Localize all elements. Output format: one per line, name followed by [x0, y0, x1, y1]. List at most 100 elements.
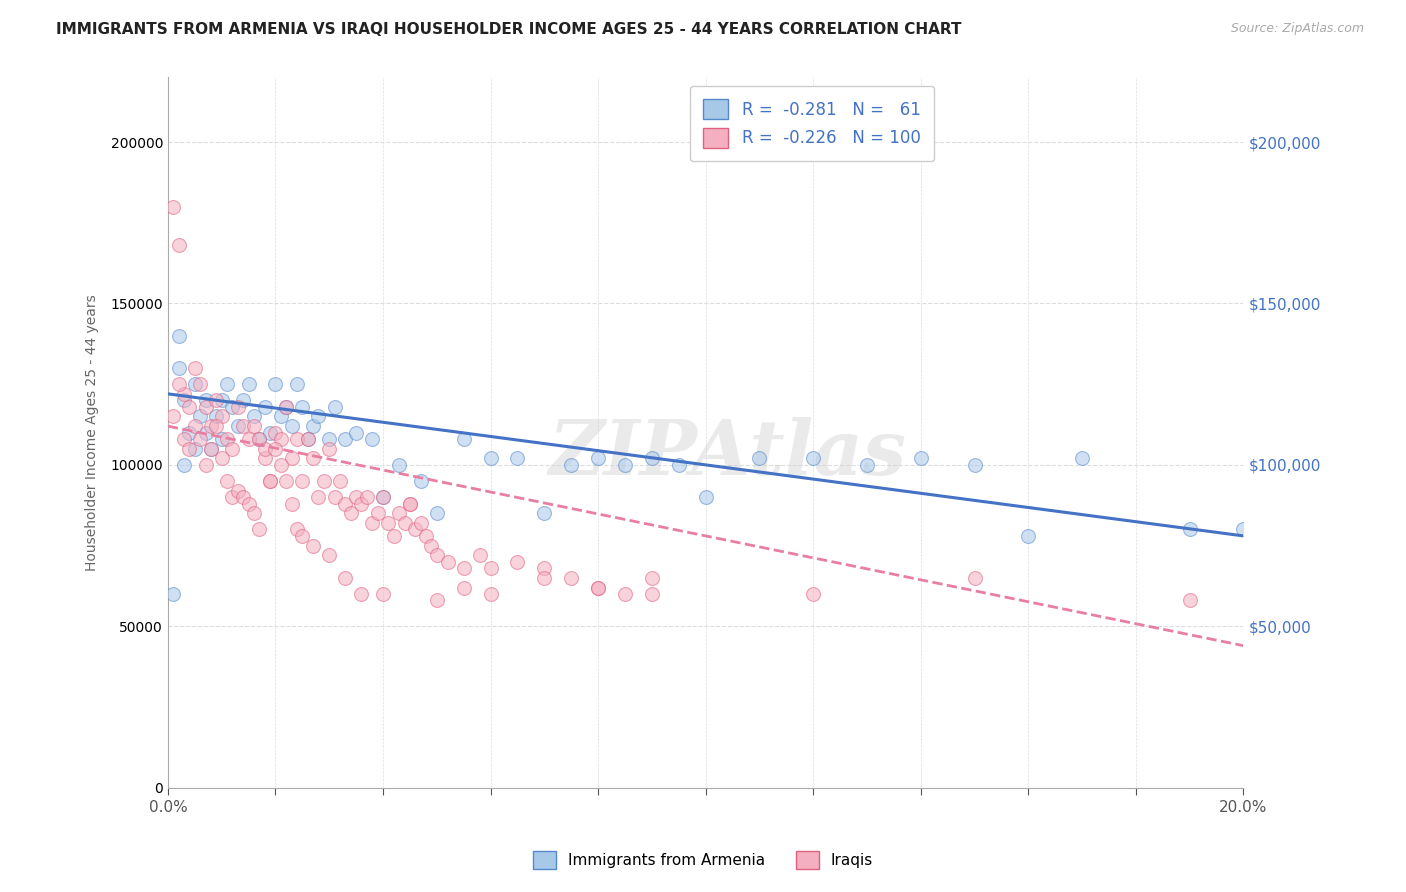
Point: [173, 387, 195, 401]
Point: [194, 458, 217, 472]
Point: [382, 529, 405, 543]
Point: [280, 419, 302, 434]
Point: [453, 581, 475, 595]
Point: [308, 409, 330, 424]
Point: [308, 490, 330, 504]
Point: [238, 432, 260, 446]
Point: [167, 238, 190, 252]
Point: [167, 328, 190, 343]
Point: [226, 400, 249, 414]
Point: [247, 523, 270, 537]
Point: [211, 409, 233, 424]
Point: [211, 393, 233, 408]
Point: [162, 200, 184, 214]
Point: [560, 571, 582, 585]
Point: [344, 425, 367, 440]
Point: [188, 432, 211, 446]
Point: [285, 377, 308, 392]
Point: [226, 483, 249, 498]
Point: [409, 516, 432, 530]
Point: [404, 523, 426, 537]
Point: [173, 432, 195, 446]
Point: [350, 587, 373, 601]
Point: [560, 458, 582, 472]
Point: [243, 506, 266, 520]
Point: [801, 451, 824, 466]
Point: [285, 523, 308, 537]
Point: [479, 451, 502, 466]
Point: [335, 497, 357, 511]
Point: [162, 409, 184, 424]
Point: [232, 393, 254, 408]
Point: [350, 497, 373, 511]
Point: [184, 377, 207, 392]
Point: [426, 593, 449, 607]
Point: [641, 587, 664, 601]
Point: [468, 549, 491, 563]
Point: [801, 587, 824, 601]
Point: [329, 474, 352, 488]
Point: [194, 425, 217, 440]
Point: [436, 555, 458, 569]
Point: [188, 409, 211, 424]
Point: [409, 474, 432, 488]
Point: [276, 400, 298, 414]
Point: [614, 458, 637, 472]
Point: [221, 490, 243, 504]
Point: [302, 419, 325, 434]
Point: [226, 419, 249, 434]
Point: [695, 490, 717, 504]
Point: [194, 400, 217, 414]
Point: [200, 442, 222, 456]
Point: [323, 400, 346, 414]
Point: [184, 361, 207, 376]
Point: [167, 361, 190, 376]
Point: [276, 474, 298, 488]
Point: [291, 474, 314, 488]
Point: [356, 490, 378, 504]
Point: [361, 432, 384, 446]
Point: [188, 377, 211, 392]
Point: [270, 409, 292, 424]
Point: [243, 419, 266, 434]
Point: [162, 587, 184, 601]
Point: [426, 549, 449, 563]
Point: [641, 571, 664, 585]
Point: [270, 432, 292, 446]
Text: ZIPAtlas: ZIPAtlas: [548, 417, 907, 491]
Point: [253, 442, 276, 456]
Point: [479, 561, 502, 575]
Point: [388, 506, 411, 520]
Point: [614, 587, 637, 601]
Point: [377, 516, 399, 530]
Point: [371, 490, 394, 504]
Point: [264, 442, 287, 456]
Point: [221, 400, 243, 414]
Point: [173, 458, 195, 472]
Point: [297, 432, 319, 446]
Point: [205, 393, 228, 408]
Point: [335, 571, 357, 585]
Point: [479, 587, 502, 601]
Point: [215, 474, 238, 488]
Point: [211, 432, 233, 446]
Point: [1178, 523, 1201, 537]
Point: [371, 587, 394, 601]
Y-axis label: Householder Income Ages 25 - 44 years: Householder Income Ages 25 - 44 years: [86, 294, 100, 571]
Point: [238, 497, 260, 511]
Point: [184, 442, 207, 456]
Point: [856, 458, 879, 472]
Point: [323, 490, 346, 504]
Point: [1232, 523, 1254, 537]
Point: [247, 432, 270, 446]
Point: [291, 400, 314, 414]
Point: [394, 516, 416, 530]
Point: [1178, 593, 1201, 607]
Point: [963, 571, 986, 585]
Point: [318, 442, 340, 456]
Point: [641, 451, 664, 466]
Legend: Immigrants from Armenia, Iraqis: Immigrants from Armenia, Iraqis: [527, 845, 879, 875]
Point: [215, 377, 238, 392]
Point: [264, 425, 287, 440]
Point: [399, 497, 422, 511]
